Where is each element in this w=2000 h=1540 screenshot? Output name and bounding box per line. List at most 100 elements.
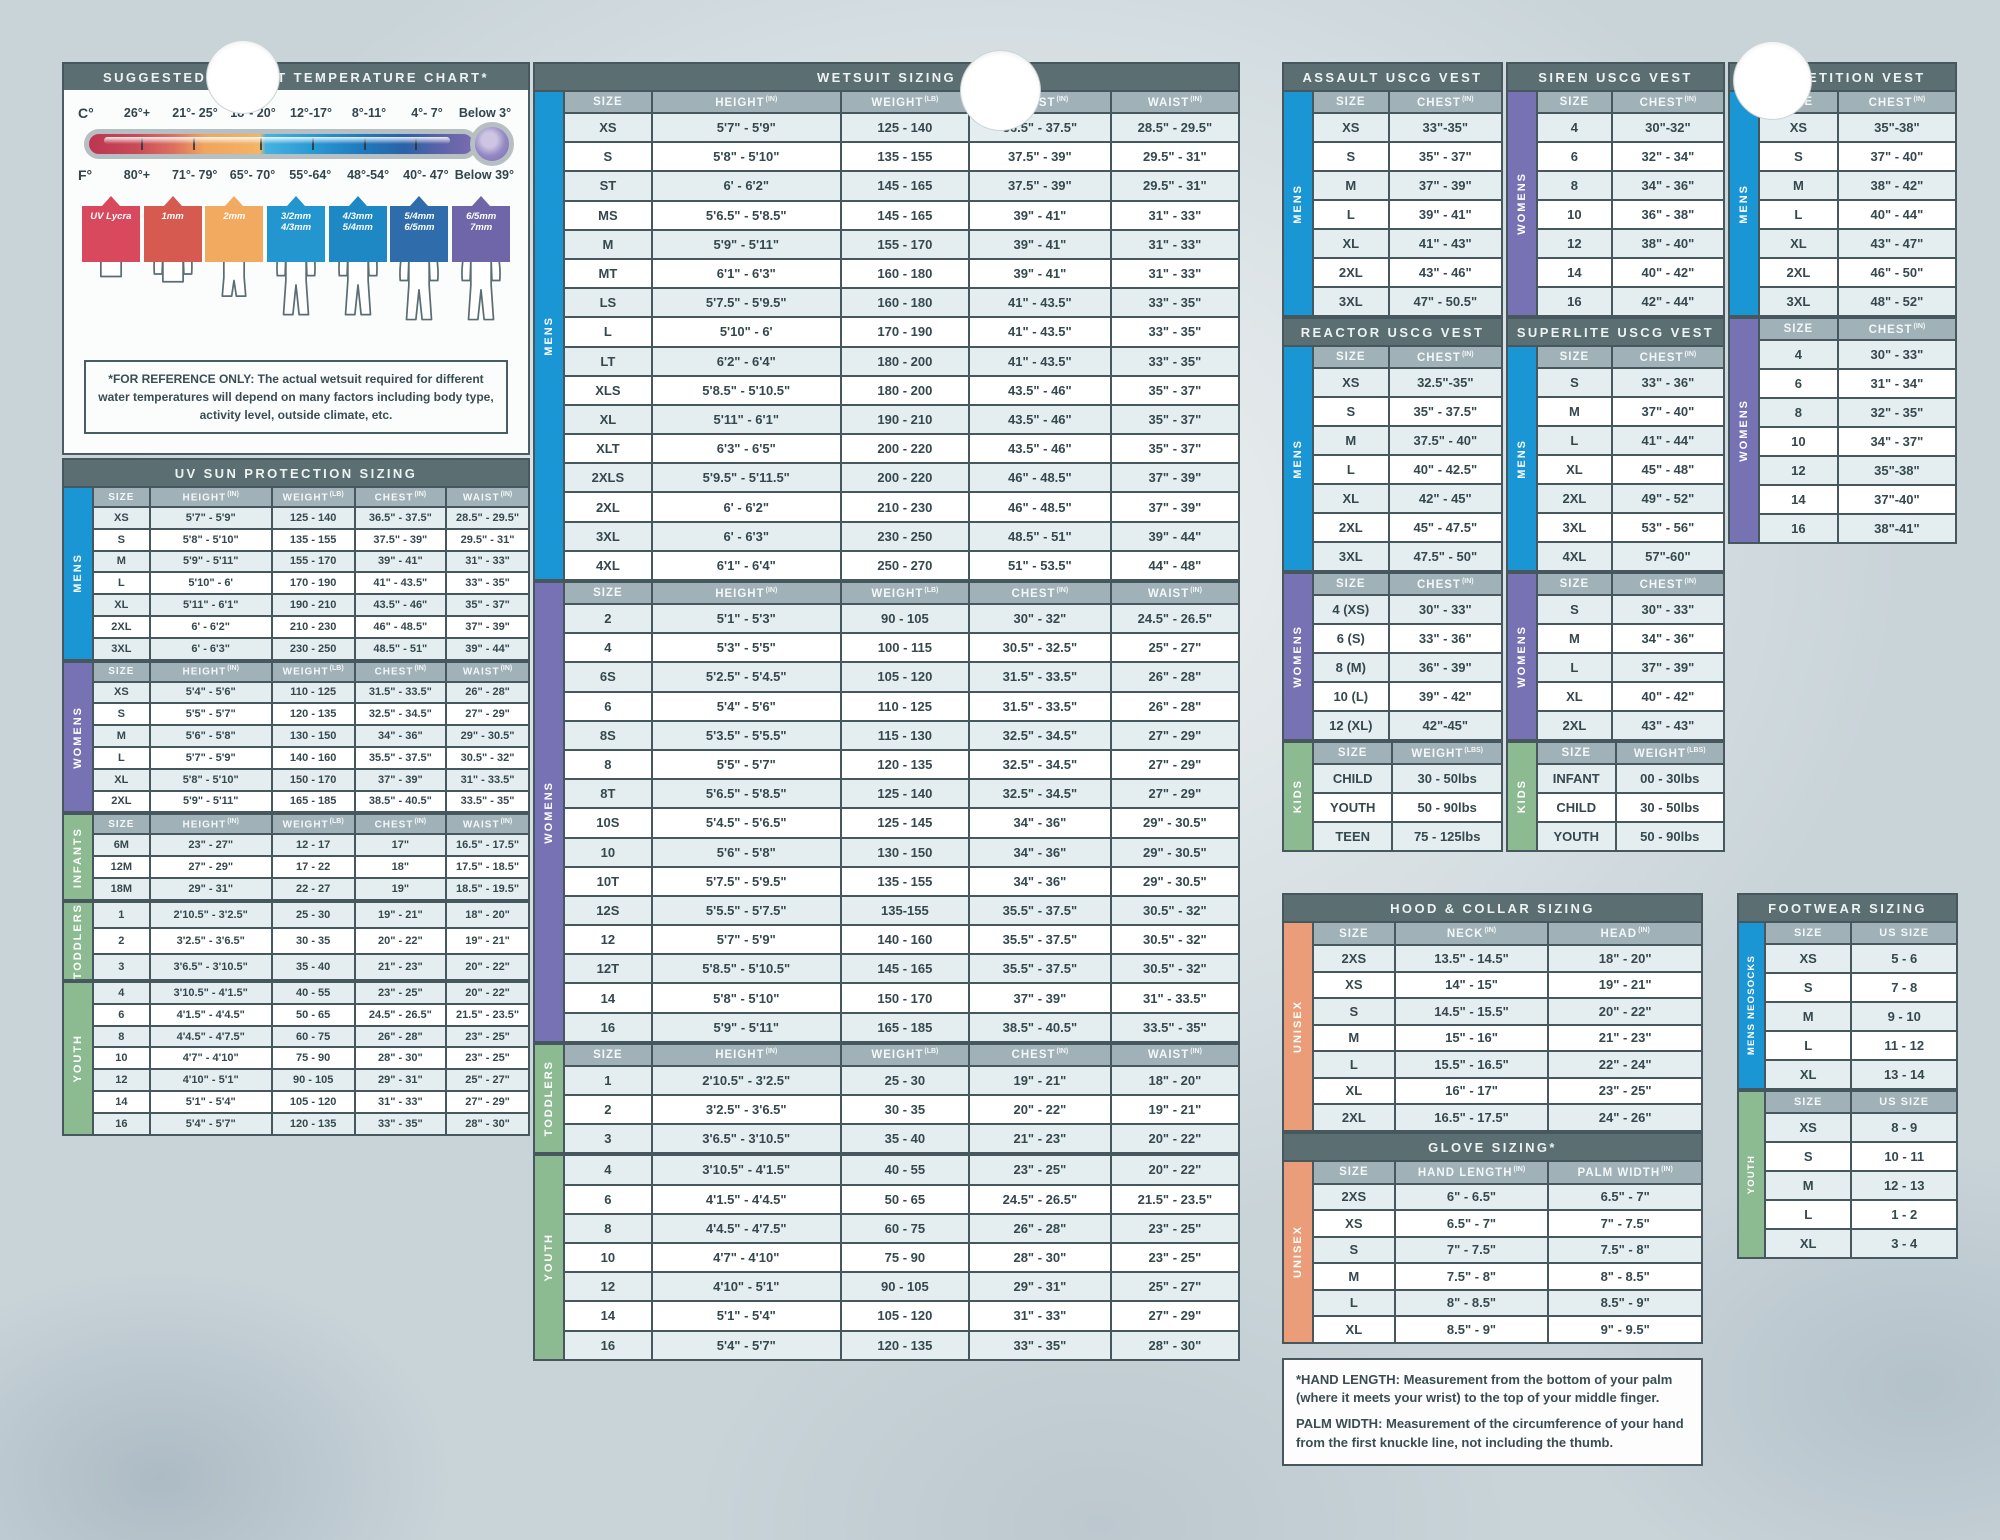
cell: 5'4.5" - 5'6.5" [650,807,842,839]
table-row: 4 3'10.5" - 4'1.5" 40 - 55 23" - 25" 20" - 2… [563,1154,1241,1186]
table-row: YOUTH 50 - 90lbs [1311,792,1503,823]
table-row: 2XL 45" - 47.5" [1312,512,1504,543]
cell: 2XL [1536,710,1613,741]
cell: 6'1" - 6'4" [650,549,842,582]
cell: 30" - 32" [968,602,1112,635]
group-label-strip: INFANTS [62,813,92,901]
group-label-strip: MENS [533,90,563,581]
cell: LS [563,287,653,319]
cell: 35.5" - 37.5" [968,924,1112,956]
cell: 36.5" - 37.5" [353,506,448,530]
cell: 33" - 35" [1109,316,1241,348]
cell: 8S [563,719,653,751]
table-row: 12T 5'8.5" - 5'10.5" 145 - 165 35.5" - 37.5… [563,953,1241,985]
table-row: 16 38"-41" [1758,513,1958,544]
cell: 90 - 105 [839,602,971,635]
cell: 5'9.5" - 5'11.5" [650,462,842,494]
degree-range: 65°- 70° [229,168,276,182]
cell: 15" - 16" [1393,1023,1550,1052]
footwear-sizing-table: FOOTWEAR SIZING MENS NEOSOCKS SIZE US SIZE X… [1737,893,1958,1259]
cell: 30.5" - 32.5" [968,632,1112,664]
cell: 27" - 29" [1109,719,1241,751]
cell: 26" - 28" [445,680,530,705]
cell: 230 - 250 [839,520,971,552]
footnote-paragraph: PALM WIDTH: Measurement of the circumfer… [1296,1416,1684,1451]
cell: 34" - 36" [968,865,1112,897]
table-row: XS 33"-35" [1312,112,1504,143]
degree-range: 48°-54° [347,168,390,182]
cell: 19" - 21" [445,926,530,955]
group-label: WOMENS [1292,625,1304,688]
table-row: INFANT 00 - 30lbs [1536,763,1726,794]
table-title: ASSAULT USCG VEST [1282,62,1503,90]
column-header-row: SIZE NECK(IN) HEAD(IN) [1312,921,1703,946]
cell: M [1536,623,1613,654]
cell: 5'8" - 5'10" [650,141,842,173]
cell: 39" - 41" [1387,199,1504,230]
cell: 32.5" - 34.5" [968,748,1112,781]
degree-range: 40°- 47° [403,168,449,182]
table-row: S 33" - 36" [1536,367,1726,398]
cell: 25" - 27" [1109,1271,1241,1303]
cell: XL [92,767,151,792]
column-header: CHEST(IN) [1387,572,1504,596]
table-title: WETSUIT SIZING [533,62,1240,90]
cell: 4'4.5" - 4'7.5" [650,1212,842,1244]
thermometer-bulb [470,122,514,166]
cell: 27" - 29" [445,702,530,727]
table-row: M 37" - 39" [1312,170,1504,201]
cell: 105 - 120 [839,661,971,693]
column-header: CHEST(IN) [1836,317,1958,341]
cell: 19" - 21" [968,1064,1112,1097]
cell: 12 [563,924,653,956]
unit-label: (IN) [1056,586,1069,594]
group-label: WOMENS [1516,172,1528,235]
cell: 51" - 53.5" [968,549,1112,582]
cell: 10 [563,1241,653,1274]
column-header: SIZE [1536,572,1613,596]
cell: L [1758,199,1839,230]
cell: 39" - 41" [968,257,1112,290]
size-group-unisex: UNISEX SIZE NECK(IN) HEAD(IN) 2XS 13.5" - 14.… [1282,921,1703,1132]
column-header: SIZE [1312,572,1390,596]
cell: 47.5" - 50" [1387,541,1504,572]
cell: 27" - 29" [148,855,273,879]
table-row: 8 4'4.5" - 4'7.5" 60 - 75 26" - 28" 23" - 25… [563,1212,1241,1244]
uv-sun-protection-sizing-table: UV SUN PROTECTION SIZING MENS SIZE HEIGHT(I… [62,458,530,1136]
cell: 210 - 230 [839,491,971,523]
cell: 5'6.5" - 5'8.5" [650,199,842,231]
cell: 40" - 42.5" [1387,454,1504,485]
cell: 42" - 45" [1387,483,1504,514]
unit-label: (IN) [500,665,513,673]
table-row: 3XL 6' - 6'3" 230 - 250 48.5" - 51" 39" - 44… [92,636,530,661]
group-label: MENS [1738,183,1750,224]
cell: 6' - 6'2" [148,614,273,639]
cell: 6" - 6.5" [1393,1182,1550,1211]
cell: L [563,316,653,348]
cell: 37" - 39" [1109,491,1241,523]
cell: 39" - 44" [445,636,530,661]
cell: 5'6.5" - 5'8.5" [650,778,842,810]
column-header: SIZE [1536,741,1617,765]
cell: L [1312,1288,1396,1317]
table-row: YOUTH 50 - 90lbs [1536,821,1726,852]
cell: 75 - 90 [839,1241,971,1274]
table-row: S 35" - 37.5" [1312,396,1504,427]
cell: 120 - 135 [839,748,971,781]
cell: XLT [563,433,653,465]
table-row: 2XS 13.5" - 14.5" 18" - 20" [1312,944,1703,973]
cell: 160 - 180 [839,257,971,290]
cell: 8 - 9 [1850,1112,1958,1143]
cell: 5'8" - 5'10" [148,527,273,552]
cell: 29" - 30.5" [445,724,530,748]
cell: 8T [563,778,653,810]
cell: 16.5" - 17.5" [445,833,530,858]
table-title: HOOD & COLLAR SIZING [1282,893,1703,921]
table-row: XL 3 - 4 [1763,1228,1958,1259]
cell: 37"-40" [1836,484,1958,515]
table-row: 2XL 6' - 6'2" 210 - 230 46" - 48.5" 37" - 39… [92,614,530,639]
table-row: XS 35"-38" [1758,112,1958,143]
